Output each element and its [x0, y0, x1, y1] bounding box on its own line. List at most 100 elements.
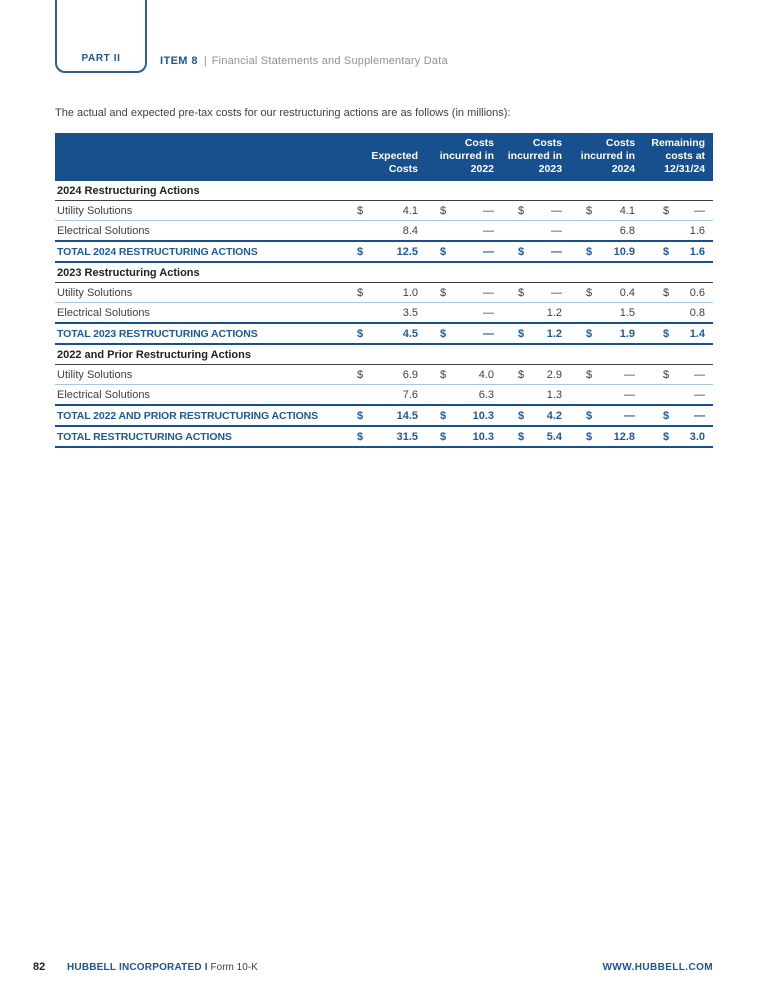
value-cell: 1.0	[367, 282, 418, 303]
table-body: 2024 Restructuring Actions Utility Soluti…	[55, 181, 714, 448]
currency-cell: $	[494, 240, 526, 263]
header-separator: |	[203, 55, 207, 67]
currency-cell: $	[494, 282, 526, 303]
currency-cell	[345, 220, 367, 242]
column-header: Costs incurred in 2024	[562, 133, 636, 181]
value-cell: 0.4	[593, 282, 636, 303]
value-cell: —	[525, 282, 563, 303]
row-label: Utility Solutions	[55, 200, 345, 221]
data-row: Utility Solutions $6.9 $4.0 $2.9 $ — $ —	[55, 364, 714, 385]
value-cell: 6.8	[593, 220, 636, 242]
value-cell: 31.5	[367, 425, 418, 448]
part-label: PART II	[81, 53, 121, 64]
footer-website: WWW.HUBBELL.COM	[602, 962, 713, 973]
currency-cell: $	[494, 322, 526, 345]
value-cell: 12.5	[367, 240, 418, 263]
value-cell: 14.5	[367, 404, 418, 427]
item-title: Financial Statements and Supplementary D…	[211, 55, 448, 67]
value-cell: —	[670, 404, 714, 427]
table-header: Expected Costs Costs incurred in 2022 Cost…	[55, 133, 714, 181]
row-label: Utility Solutions	[55, 364, 345, 385]
value-cell: 4.1	[367, 200, 418, 221]
currency-cell: $	[418, 240, 448, 263]
currency-cell: $	[635, 322, 671, 345]
value-cell: 1.9	[593, 322, 636, 345]
column-header: Costs incurred in 2023	[494, 133, 563, 181]
part-tab-box: PART II	[55, 0, 147, 73]
table-header-row: Expected Costs Costs incurred in 2022 Cost…	[55, 133, 714, 181]
currency-cell	[345, 302, 367, 324]
grand-row: TOTAL RESTRUCTURING ACTIONS $31.5 $10.3 $5.…	[55, 425, 714, 448]
row-label: TOTAL 2023 RESTRUCTURING ACTIONS	[55, 322, 345, 345]
currency-cell: $	[345, 282, 367, 303]
intro-text: The actual and expected pre-tax costs fo…	[55, 107, 511, 119]
footer-left: HUBBELL INCORPORATED I Form 10-K	[67, 962, 258, 973]
value-cell: 3.5	[367, 302, 418, 324]
column-header: Expected Costs	[345, 133, 418, 181]
currency-cell: $	[562, 282, 594, 303]
footer-separator: I	[204, 962, 208, 973]
row-label: TOTAL 2024 RESTRUCTURING ACTIONS	[55, 240, 345, 263]
value-cell: —	[525, 240, 563, 263]
currency-cell	[562, 220, 594, 242]
section-label: 2022 and Prior Restructuring Actions	[55, 344, 714, 365]
value-cell: 1.6	[670, 240, 714, 263]
currency-cell: $	[635, 282, 671, 303]
currency-cell: $	[562, 425, 594, 448]
data-row: Electrical Solutions 8.4 — — 6.8 1.6	[55, 220, 714, 242]
currency-cell: $	[345, 425, 367, 448]
value-cell: —	[593, 404, 636, 427]
currency-cell: $	[635, 425, 671, 448]
value-cell: —	[448, 302, 495, 324]
currency-cell	[562, 302, 594, 324]
currency-cell	[562, 384, 594, 406]
value-cell: 4.0	[448, 364, 495, 385]
currency-cell: $	[635, 200, 671, 221]
value-cell: 10.3	[448, 425, 495, 448]
currency-cell: $	[418, 282, 448, 303]
section-label: 2024 Restructuring Actions	[55, 181, 714, 201]
currency-cell: $	[345, 322, 367, 345]
value-cell: 3.0	[670, 425, 714, 448]
currency-cell	[635, 384, 671, 406]
value-cell: —	[525, 220, 563, 242]
table-corner-cell	[55, 133, 345, 181]
value-cell: —	[448, 322, 495, 345]
currency-cell	[418, 302, 448, 324]
currency-cell: $	[562, 364, 594, 385]
currency-cell: $	[635, 240, 671, 263]
data-row: Electrical Solutions 3.5 — 1.2 1.5 0.8	[55, 302, 714, 324]
value-cell: 8.4	[367, 220, 418, 242]
value-cell: —	[593, 384, 636, 406]
currency-cell: $	[418, 425, 448, 448]
value-cell: —	[448, 220, 495, 242]
page-number: 82	[33, 961, 46, 973]
value-cell: 4.2	[525, 404, 563, 427]
currency-cell: $	[345, 364, 367, 385]
row-label: Electrical Solutions	[55, 220, 345, 242]
column-header: Remaining costs at 12/31/24	[635, 133, 714, 181]
column-header: Costs incurred in 2022	[418, 133, 495, 181]
value-cell: —	[593, 364, 636, 385]
currency-cell: $	[494, 200, 526, 221]
section-row: 2023 Restructuring Actions	[55, 262, 714, 283]
section-label: 2023 Restructuring Actions	[55, 262, 714, 283]
currency-cell: $	[418, 404, 448, 427]
currency-cell: $	[635, 404, 671, 427]
section-row: 2024 Restructuring Actions	[55, 181, 714, 201]
currency-cell	[494, 220, 526, 242]
currency-cell: $	[418, 364, 448, 385]
value-cell: 1.3	[525, 384, 563, 406]
currency-cell: $	[345, 404, 367, 427]
data-row: Electrical Solutions 7.6 6.3 1.3 — —	[55, 384, 714, 406]
currency-cell: $	[562, 240, 594, 263]
currency-cell: $	[494, 404, 526, 427]
currency-cell: $	[494, 364, 526, 385]
currency-cell: $	[418, 200, 448, 221]
row-label: Utility Solutions	[55, 282, 345, 303]
currency-cell: $	[345, 240, 367, 263]
currency-cell: $	[562, 404, 594, 427]
currency-cell	[418, 220, 448, 242]
currency-cell: $	[418, 322, 448, 345]
